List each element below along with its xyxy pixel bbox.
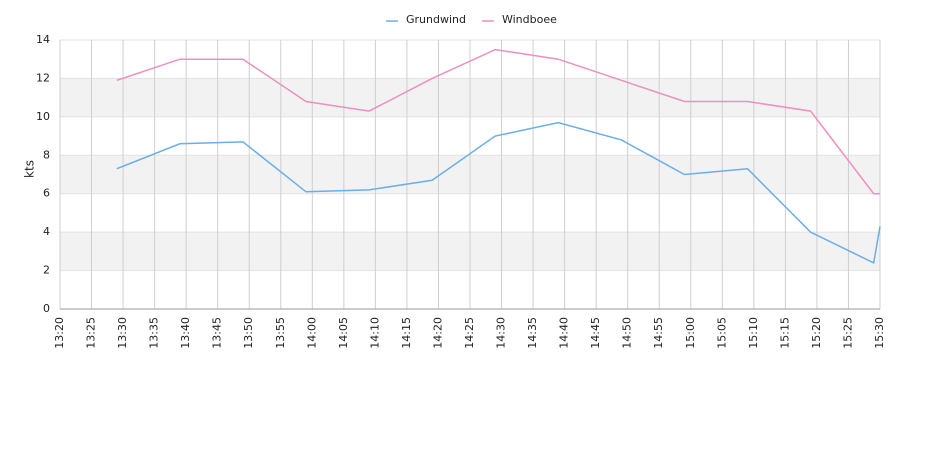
y-axis-label: kts (23, 160, 37, 178)
x-tick-label: 14:10 (368, 317, 381, 349)
y-tick-label: 6 (43, 187, 50, 200)
x-tick-label: 15:20 (810, 317, 823, 349)
y-tick-label: 8 (43, 148, 50, 161)
x-tick-label: 13:20 (53, 317, 66, 349)
x-tick-label: 14:55 (652, 317, 665, 349)
x-tick-label: 14:20 (431, 317, 444, 349)
x-tick-label: 13:45 (211, 317, 224, 349)
x-tick-label: 14:30 (495, 317, 508, 349)
y-tick-label: 0 (43, 302, 50, 315)
series-line (116, 121, 881, 264)
x-tick-label: 13:55 (274, 317, 287, 349)
x-tick-label: 13:50 (242, 317, 255, 349)
y-tick-label: 12 (36, 71, 50, 84)
x-tick-label: 15:05 (715, 317, 728, 349)
x-tick-label: 14:35 (526, 317, 539, 349)
series-line (116, 48, 880, 195)
legend-label: Windboee (502, 13, 557, 26)
x-tick-label: 13:40 (179, 317, 192, 349)
x-tick-label: 15:15 (778, 317, 791, 349)
x-tick-label: 13:35 (148, 317, 161, 349)
x-tick-label: 14:15 (400, 317, 413, 349)
x-tick-label: 13:30 (116, 317, 129, 349)
x-tick-label: 14:50 (621, 317, 634, 349)
x-tick-label: 15:30 (873, 317, 886, 349)
y-tick-label: 2 (43, 264, 50, 277)
x-tick-label: 14:05 (337, 317, 350, 349)
y-tick-label: 10 (36, 110, 50, 123)
y-tick-label: 4 (43, 225, 50, 238)
x-tick-label: 14:25 (463, 317, 476, 349)
x-tick-label: 15:10 (747, 317, 760, 349)
x-tick-label: 14:45 (589, 317, 602, 349)
x-tick-label: 15:25 (841, 317, 854, 349)
x-tick-label: 14:00 (305, 317, 318, 349)
y-tick-label: 14 (36, 33, 50, 46)
x-tick-label: 13:25 (85, 317, 98, 349)
legend-label: Grundwind (406, 13, 466, 26)
x-tick-label: 15:00 (684, 317, 697, 349)
x-tick-label: 14:40 (558, 317, 571, 349)
